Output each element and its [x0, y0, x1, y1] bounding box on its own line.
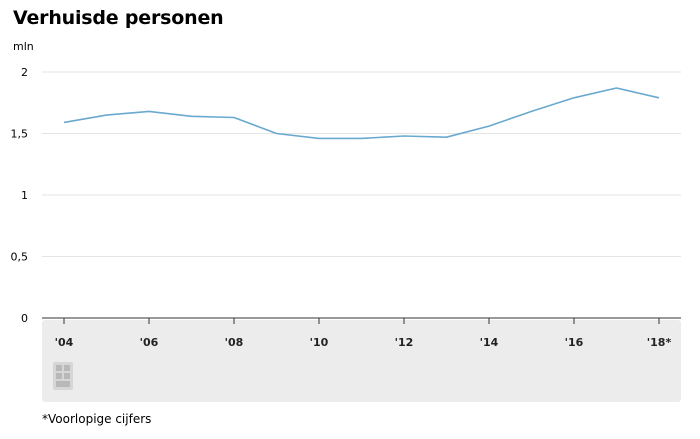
data-point — [615, 86, 619, 90]
data-point — [572, 96, 576, 100]
gridlines — [42, 71, 681, 257]
series-group — [62, 86, 661, 140]
data-point — [317, 136, 321, 140]
y-tick-label: 1 — [21, 189, 28, 202]
y-axis-label: mln — [13, 40, 34, 53]
data-point — [445, 135, 449, 139]
y-tick-label: 0,5 — [11, 251, 29, 264]
data-point — [62, 120, 66, 124]
series-line — [63, 87, 660, 140]
data-point — [657, 96, 661, 100]
axis-footer-band — [42, 320, 681, 402]
data-point — [530, 109, 534, 113]
data-point — [190, 114, 194, 118]
data-point — [360, 136, 364, 140]
y-tick-labels: 0 0,5 1 1,5 2 — [11, 66, 29, 325]
data-point — [402, 134, 406, 138]
x-ticks: '04 '06 '08 '10 '12 '14 '16 '18* — [55, 318, 672, 349]
chart-title: Verhuisde personen — [13, 7, 224, 29]
data-point — [275, 132, 279, 136]
footnote: *Voorlopige cijfers — [42, 412, 152, 426]
x-tick-label: '18* — [647, 336, 672, 349]
cbs-logo-icon — [53, 362, 73, 390]
x-tick-label: '06 — [140, 336, 159, 349]
y-tick-label: 0 — [21, 312, 28, 325]
x-tick-label: '16 — [565, 336, 584, 349]
x-tick-label: '12 — [395, 336, 414, 349]
data-point — [232, 116, 236, 120]
x-tick-label: '10 — [310, 336, 329, 349]
x-tick-label: '14 — [480, 336, 499, 349]
y-tick-label: 2 — [21, 66, 28, 79]
data-point — [105, 113, 109, 117]
x-tick-label: '04 — [55, 336, 74, 349]
data-point — [147, 109, 151, 113]
data-point — [487, 124, 491, 128]
x-tick-label: '08 — [225, 336, 244, 349]
y-tick-label: 1,5 — [11, 128, 29, 141]
